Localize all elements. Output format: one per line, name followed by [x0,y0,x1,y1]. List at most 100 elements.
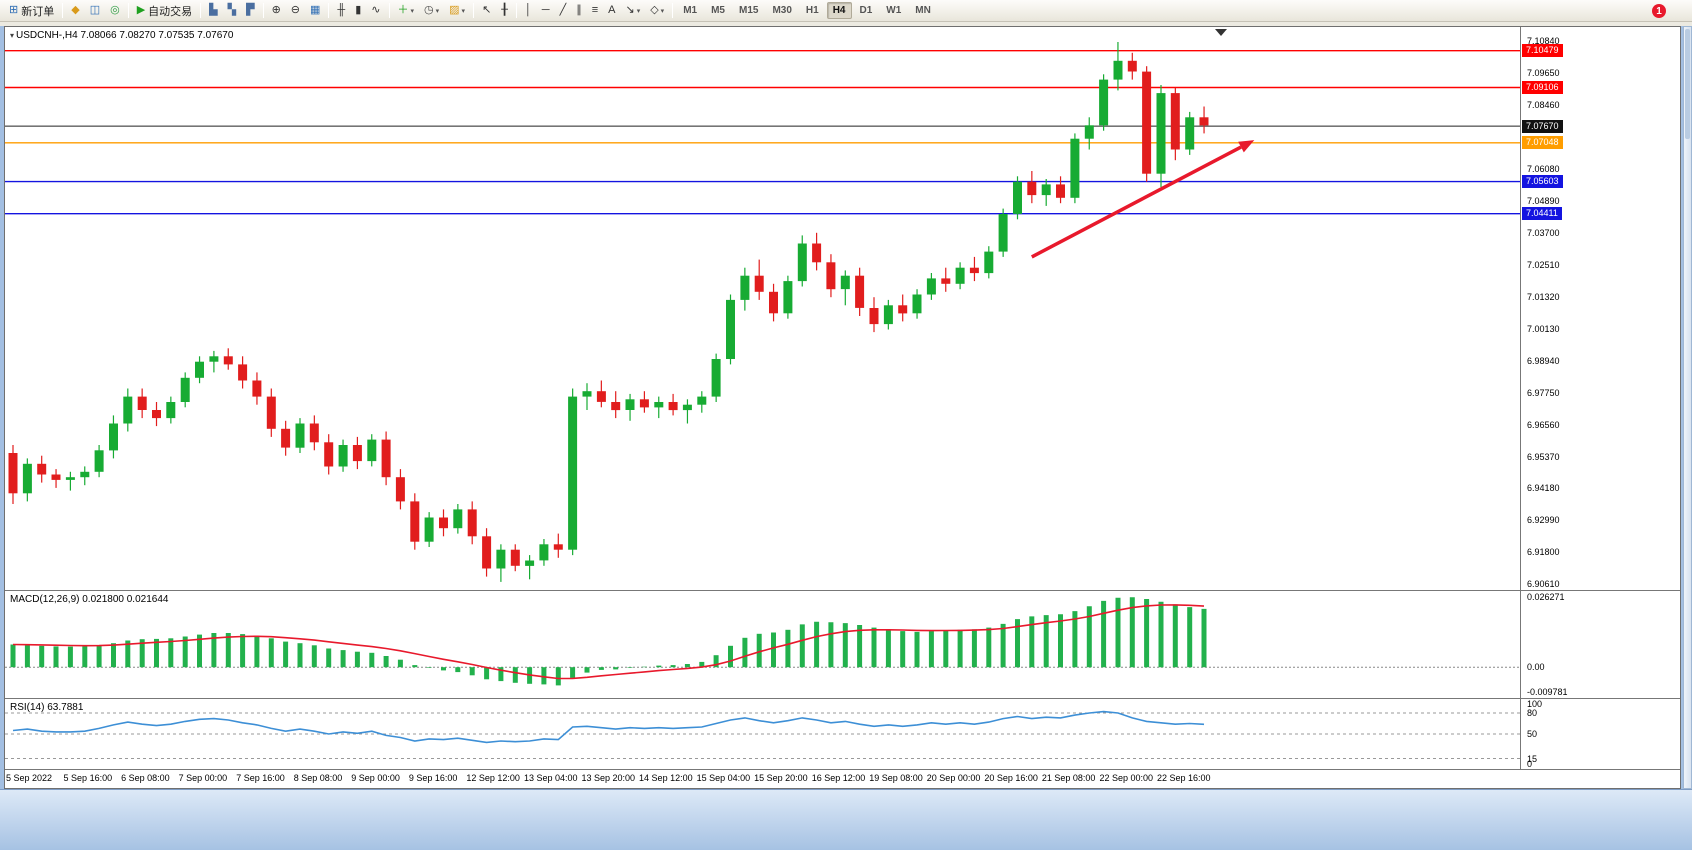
trendline-button[interactable]: ╱ [556,2,571,20]
date-tick-label: 15 Sep 20:00 [754,773,808,783]
data-window-icon: ▛ [246,4,255,16]
profiles-icon: ▚ [227,4,237,16]
dropdown-caret-icon: ▾ [660,7,665,15]
zoom-out-button[interactable]: ⊖ [287,2,304,20]
toolbar-separator [127,3,129,18]
crosshair-icon: ╂ [501,4,508,16]
fibonacci-button[interactable]: ≡ [588,2,602,20]
rsi-tick-label: 0 [1527,759,1533,769]
line-chart-icon: ∿ [371,4,381,16]
templates-button[interactable]: ▨ ▾ [445,2,469,20]
price-tick-label: 6.95370 [1527,451,1560,462]
cursor-button[interactable]: ↖ [478,2,495,20]
bar-chart-icon: ╫ [337,4,346,16]
horizontal-line-button[interactable]: ─ [538,2,554,20]
notification-badge[interactable]: 1 [1652,4,1666,18]
timeframe-button-m1[interactable]: M1 [683,5,698,16]
tile-windows-icon: ▦ [310,4,321,16]
vertical-line-icon: │ [524,4,532,16]
metaeditor-icon: ◆ [71,4,80,16]
macd-pane[interactable]: MACD(12,26,9) 0.021800 0.021644 0.026271… [5,590,1680,698]
timeframe-button-mn[interactable]: MN [915,5,931,16]
vertical-scrollbar-thumb[interactable] [1685,29,1690,139]
date-tick-label: 22 Sep 00:00 [1099,773,1153,783]
rsi-title: RSI(14) 63.7881 [10,702,84,713]
chart-window[interactable]: ▾ USDCNH-,H4 7.08066 7.08270 7.07535 7.07… [4,26,1681,789]
candlestick-button[interactable]: ▮ [351,2,365,20]
timeframe-button-m30[interactable]: M30 [772,5,792,16]
price-tick-label: 7.02510 [1527,259,1560,270]
metaeditor-button[interactable]: ◆ [67,2,83,20]
navigator-button[interactable]: ◎ [106,2,124,20]
data-window-button[interactable]: ▛ [242,2,258,20]
timeframe-button-d1[interactable]: D1 [859,5,873,16]
dropdown-caret-icon: ▾ [410,7,415,15]
autotrading-button-label: 自动交易 [148,5,193,18]
market-watch-button[interactable]: ◫ [86,2,104,20]
zoom-in-button[interactable]: ⊕ [268,2,285,20]
chart-title-text: USDCNH-,H4 7.08066 7.08270 7.07535 7.076… [16,30,234,41]
macd-tick-label: 0.00 [1527,662,1545,673]
date-tick-label: 5 Sep 2022 [6,773,53,783]
shapes-button[interactable]: ◇ ▾ [646,2,668,20]
vertical-scrollbar[interactable] [1683,26,1692,789]
date-tick-label: 7 Sep 00:00 [178,773,228,783]
date-tick-label: 14 Sep 12:00 [639,773,693,783]
chart-menu-icon[interactable]: ▾ [10,31,15,40]
toolbar: ⊞ 新订单 ◆ ◫ ◎ ▶ 自动交易 ▙ ▚ ▛ ⊕ ⊖ ▦ ╫ ▮ ∿ ＋ ▾ ◷ ▾ ▨ ▾ ↖ ╂ │ ─ ╱ ∥ ≡ A ↘ ▾ ◇ ▾ M… [0,0,1692,22]
vertical-line-button[interactable]: │ [521,2,536,20]
price-tick-label: 7.00130 [1527,323,1560,334]
time-axis[interactable]: 5 Sep 2022 5 Sep 16:00 6 Sep 08:00 7 Sep 00… [5,769,1680,788]
indicators-button[interactable]: ＋ ▾ [394,2,419,20]
crosshair-button[interactable]: ╂ [497,2,512,20]
new-chart-button[interactable]: ▙ [205,2,221,20]
timeframe-button-m5[interactable]: M5 [711,5,725,16]
text-button[interactable]: A [604,2,619,20]
periods-button[interactable]: ◷ ▾ [420,2,443,20]
zoom-in-icon: ⊕ [271,4,281,16]
rsi-pane[interactable]: RSI(14) 63.7881 100 80 50 15 0 [5,698,1680,769]
new-chart-icon: ▙ [209,4,218,16]
toolbar-separator [328,3,330,18]
tile-windows-button[interactable]: ▦ [306,2,324,20]
rsi-plot[interactable] [5,699,1520,769]
macd-scale[interactable]: 0.026271 0.00 -0.009781 [1520,591,1680,698]
autotrading-button[interactable]: ▶ 自动交易 [133,2,196,20]
candlestick-plot[interactable] [5,27,1520,590]
zoom-out-icon: ⊖ [290,4,301,16]
timeframe-button-m15[interactable]: M15 [739,5,759,16]
price-tick-label: 7.04890 [1527,195,1560,206]
toolbar-separator [515,3,517,18]
date-tick-label: 5 Sep 16:00 [63,773,113,783]
date-tick-label: 15 Sep 04:00 [696,773,751,783]
main-price-pane[interactable]: ▾ USDCNH-,H4 7.08066 7.08270 7.07535 7.07… [5,27,1680,590]
date-tick-label: 6 Sep 08:00 [121,773,170,783]
macd-plot[interactable] [5,591,1520,698]
bar-chart-button[interactable]: ╫ [333,2,349,20]
price-tick-label: 6.97750 [1527,387,1560,398]
price-tick-label: 6.96560 [1527,419,1560,430]
profiles-button[interactable]: ▚ [224,2,240,20]
channel-icon: ∥ [576,4,582,16]
dropdown-caret-icon: ▾ [461,7,466,15]
price-scale[interactable]: 7.10840 7.09650 7.08460 7.06080 7.04890 7.037… [1520,27,1680,590]
price-tick-label: 6.98940 [1527,355,1560,366]
new-order-button[interactable]: ⊞ 新订单 [5,2,58,20]
timeframe-button-h4[interactable]: H4 [826,2,852,19]
channel-button[interactable]: ∥ [572,2,586,20]
timeframe-button-w1[interactable]: W1 [886,5,902,16]
rsi-scale[interactable]: 100 80 50 15 0 [1520,699,1680,769]
price-tick-label: 7.06080 [1527,163,1560,174]
line-chart-button[interactable]: ∿ [367,2,384,20]
price-tick-label: 6.94180 [1527,483,1560,494]
date-tick-label: 9 Sep 16:00 [408,773,458,783]
price-tick-label: 7.03700 [1527,227,1560,238]
date-tick-label: 20 Sep 00:00 [926,773,981,783]
arrows-button[interactable]: ↘ ▾ [621,2,644,20]
autotrading-icon: ▶ [136,4,146,16]
date-tick-label: 13 Sep 20:00 [581,773,636,783]
text-icon: A [608,4,616,16]
chart-title: ▾ USDCNH-,H4 7.08066 7.08270 7.07535 7.07… [10,30,233,41]
timeframe-button-h1[interactable]: H1 [805,5,819,16]
